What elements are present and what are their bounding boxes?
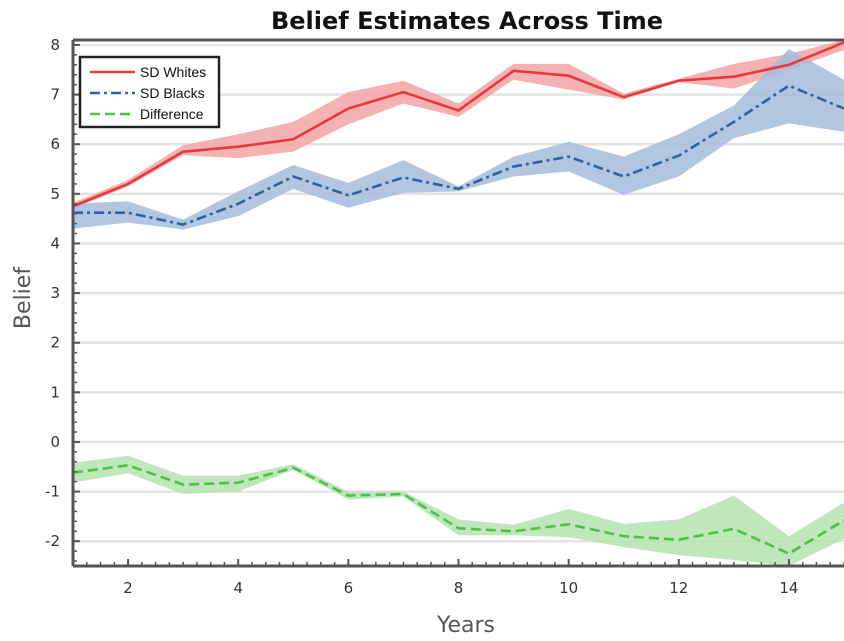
y-tick-label: 8 — [50, 36, 60, 54]
legend: SD Whites SD Blacks Difference — [78, 55, 221, 129]
y-axis-label: Belief — [11, 266, 36, 329]
x-tick-label: 14 — [779, 579, 798, 597]
chart-title: Belief Estimates Across Time — [271, 7, 663, 35]
series-line — [72, 463, 844, 555]
legend-label: SD Blacks — [140, 85, 205, 101]
series-lines — [72, 41, 844, 555]
y-tick-label: 4 — [50, 234, 60, 252]
y-tick-label: 0 — [50, 433, 60, 451]
y-tick-label: -1 — [45, 483, 60, 501]
y-tick-label: 5 — [50, 185, 60, 203]
x-tick-label: 2 — [123, 579, 133, 597]
series-band — [73, 455, 844, 566]
x-axis-label: Years — [436, 613, 495, 638]
axes — [71, 38, 844, 568]
y-tick-label: 2 — [50, 334, 60, 352]
series-band — [73, 48, 844, 230]
legend-label: SD Whites — [140, 64, 206, 80]
x-tick-label: 8 — [454, 579, 464, 597]
x-tick-label: 10 — [559, 579, 578, 597]
x-tick-label: 4 — [233, 579, 243, 597]
y-tick-label: 1 — [50, 383, 60, 401]
y-tick-label: 6 — [50, 135, 60, 153]
y-tick-label: 7 — [50, 86, 60, 104]
y-tick-label: -2 — [45, 532, 60, 550]
series-line — [73, 84, 844, 226]
legend-box — [78, 55, 221, 129]
y-tick-label: 3 — [50, 284, 60, 302]
legend-label: Difference — [140, 106, 204, 122]
x-tick-label: 12 — [669, 579, 688, 597]
x-tick-label: 6 — [344, 579, 354, 597]
series-line — [72, 41, 844, 208]
